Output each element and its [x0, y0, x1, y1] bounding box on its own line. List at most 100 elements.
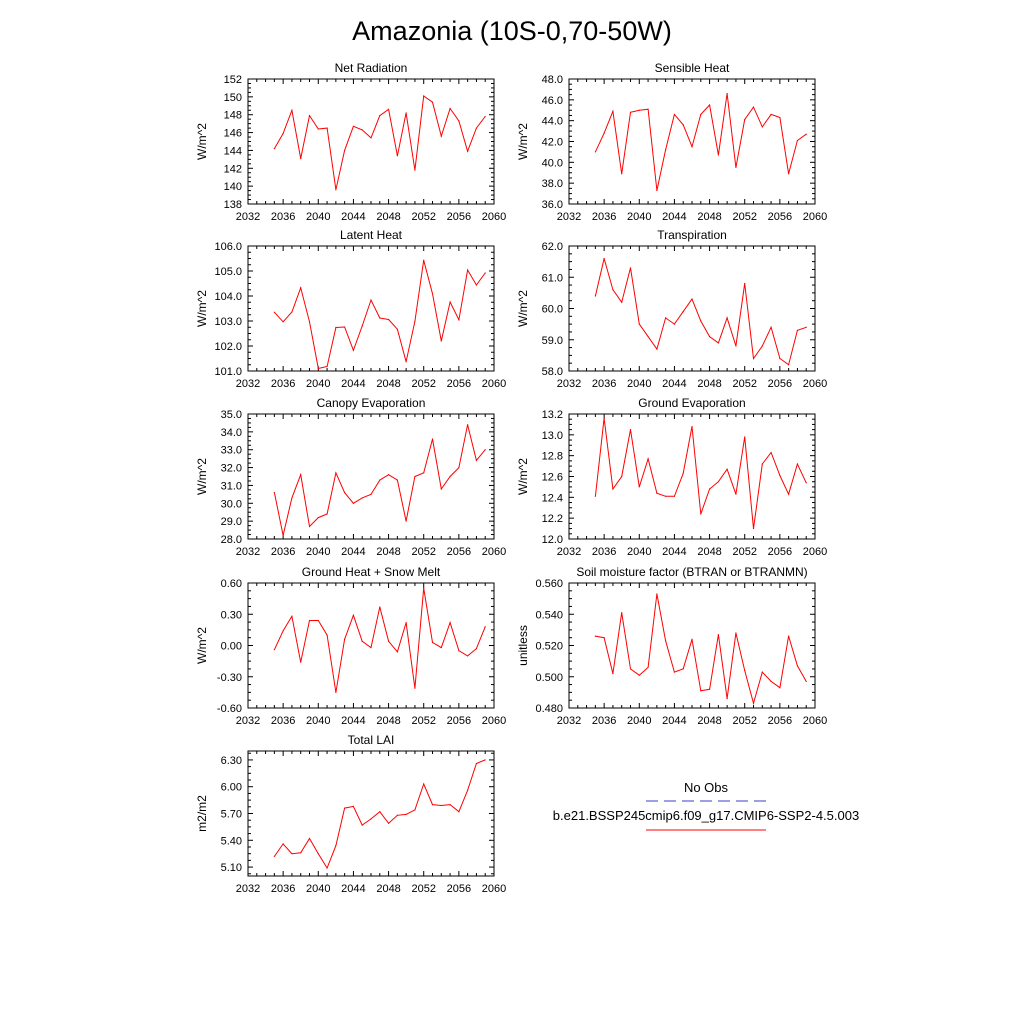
x-tick-label: 2060: [482, 211, 506, 223]
data-point: [796, 139, 799, 142]
y-tick-label: 12.8: [542, 451, 563, 463]
data-point: [458, 650, 460, 652]
x-tick-label: 2040: [306, 883, 330, 895]
data-point: [484, 759, 486, 761]
data-point: [717, 154, 719, 156]
data-point: [735, 493, 737, 495]
data-point: [326, 127, 328, 129]
x-tick-label: 2056: [447, 211, 471, 223]
data-point: [796, 463, 799, 465]
data-point: [423, 472, 425, 474]
data-point: [282, 534, 284, 537]
data-point: [317, 128, 319, 130]
data-point: [282, 132, 284, 135]
data-point: [300, 287, 302, 289]
x-tick-label: 2044: [341, 883, 365, 895]
data-point: [291, 853, 293, 855]
panel-title: Sensible Heat: [655, 61, 730, 75]
panel-transpiration: Transpiration W/m^2 2032 2036 2040 2044 2048 20…: [516, 228, 827, 390]
data-point: [788, 493, 790, 495]
x-tick-label: 2040: [627, 378, 651, 390]
x-tick-label: 2048: [376, 715, 400, 727]
data-point: [735, 632, 737, 634]
x-tick-label: 2052: [732, 715, 756, 727]
x-tick-label: 2056: [447, 715, 471, 727]
data-point: [484, 626, 486, 628]
data-point: [317, 853, 319, 855]
data-point: [691, 146, 693, 148]
data-point: [440, 646, 442, 649]
data-point: [458, 466, 460, 469]
y-tick-label: 0.00: [221, 641, 242, 653]
x-tick-label: 2032: [236, 715, 260, 727]
data-point: [431, 803, 434, 806]
data-point: [467, 150, 469, 152]
data-point: [387, 474, 390, 476]
plot-frame: [247, 245, 495, 372]
data-point: [326, 867, 328, 869]
y-tick-label: 48.0: [542, 74, 563, 86]
data-point: [673, 323, 676, 325]
data-point: [291, 311, 293, 313]
y-tick-label: 62.0: [542, 241, 563, 253]
panel-canopy-evaporation: Canopy Evaporation W/m^2 2032 2036 2040 2044 2…: [195, 396, 506, 558]
panel-title: Ground Heat + Snow Melt: [302, 565, 441, 579]
data-point: [770, 113, 772, 116]
data-point: [273, 148, 275, 150]
data-point: [405, 361, 407, 363]
data-point: [673, 495, 676, 497]
data-point: [621, 612, 623, 614]
data-point: [387, 108, 390, 110]
data-point: [282, 630, 284, 632]
data-point: [440, 804, 442, 807]
panel-title: Net Radiation: [335, 61, 408, 75]
y-tick-label: 38.0: [542, 178, 563, 190]
data-point: [396, 479, 398, 481]
x-tick-label: 2052: [411, 883, 435, 895]
data-point: [621, 475, 623, 478]
series-line: [594, 93, 807, 191]
x-tick-label: 2056: [768, 211, 792, 223]
data-point: [361, 129, 363, 131]
y-axis-label: W/m^2: [195, 123, 209, 160]
data-point: [344, 149, 346, 152]
data-point: [405, 621, 407, 624]
data-point: [665, 317, 667, 319]
x-tick-label: 2048: [376, 378, 400, 390]
data-point: [273, 311, 275, 313]
data-point: [788, 635, 790, 637]
y-tick-label: 5.70: [221, 809, 242, 821]
data-point: [414, 687, 416, 689]
y-tick-label: 0.30: [221, 609, 242, 621]
series-line: [274, 260, 486, 370]
y-tick-label: 144: [224, 145, 242, 157]
data-point: [726, 698, 728, 700]
data-point: [458, 120, 460, 122]
data-point: [612, 673, 614, 675]
x-tick-label: 2060: [482, 546, 506, 558]
y-axis-label: W/m^2: [516, 123, 530, 160]
data-point: [656, 348, 658, 350]
data-point: [752, 527, 755, 530]
x-tick-label: 2060: [803, 546, 827, 558]
x-tick-label: 2032: [236, 211, 260, 223]
data-point: [396, 155, 398, 157]
x-tick-label: 2056: [447, 546, 471, 558]
data-point: [344, 807, 346, 809]
data-point: [673, 671, 676, 673]
y-tick-label: 140: [224, 181, 242, 193]
x-tick-label: 2044: [341, 378, 365, 390]
x-tick-label: 2056: [447, 378, 471, 390]
series-line: [273, 588, 486, 693]
data-point: [282, 843, 284, 845]
y-tick-label: 12.2: [542, 513, 563, 525]
data-point: [779, 474, 781, 477]
x-tick-label: 2060: [803, 378, 827, 390]
x-tick-label: 2044: [662, 715, 686, 727]
data-point: [665, 640, 667, 642]
y-tick-label: 44.0: [542, 116, 563, 128]
data-point: [405, 813, 407, 815]
data-point: [379, 317, 381, 319]
data-point: [475, 284, 478, 286]
x-tick-label: 2044: [662, 378, 686, 390]
